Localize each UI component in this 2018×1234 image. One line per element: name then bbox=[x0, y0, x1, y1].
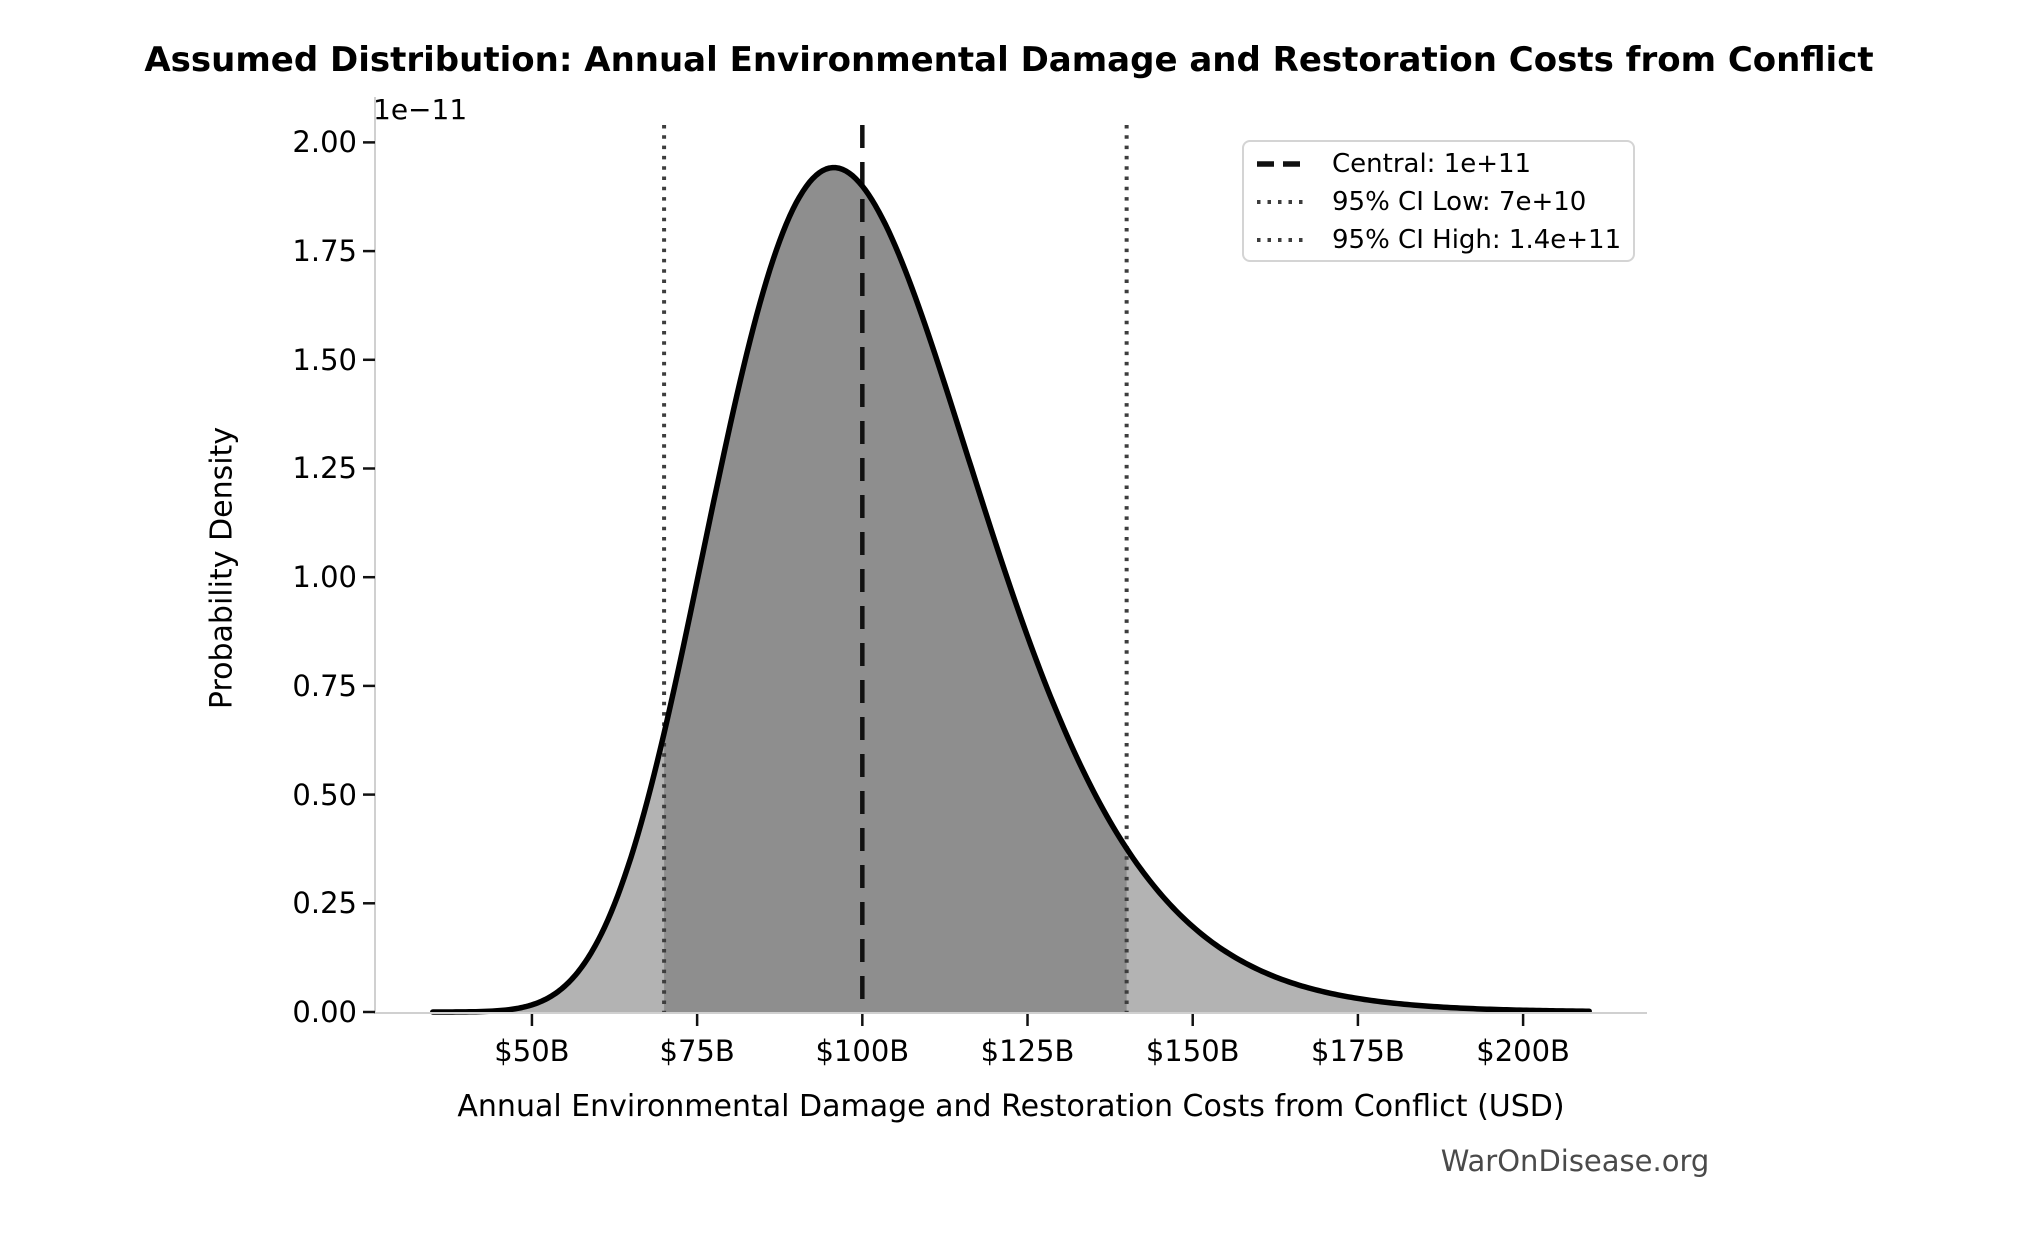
y-tick-label: 0.50 bbox=[292, 777, 357, 812]
watermark: WarOnDisease.org bbox=[1440, 1144, 1710, 1178]
x-tick-label: $200B bbox=[1476, 1034, 1570, 1068]
chart-title: Assumed Distribution: Annual Environment… bbox=[144, 40, 1874, 80]
x-tick-label: $125B bbox=[980, 1034, 1075, 1068]
legend-label: 95% CI Low: 7e+10 bbox=[1332, 187, 1587, 217]
x-tick-label: $150B bbox=[1145, 1034, 1240, 1068]
y-tick-label: 1.75 bbox=[292, 234, 357, 269]
y-tick-label: 2.00 bbox=[292, 125, 357, 160]
legend-row: Central: 1e+11 bbox=[1256, 145, 1623, 183]
density-curve bbox=[430, 164, 1592, 1015]
dashed-line-sample-icon bbox=[1257, 161, 1307, 167]
y-tick-label: 0.00 bbox=[292, 995, 357, 1029]
x-tick-label: $75B bbox=[659, 1034, 735, 1068]
y-tick-label: 1.00 bbox=[292, 560, 357, 595]
dotted-line-sample-icon bbox=[1257, 200, 1307, 204]
y-tick-label: 1.25 bbox=[292, 451, 357, 486]
x-axis-label: Annual Environmental Damage and Restorat… bbox=[457, 1089, 1565, 1124]
x-tick-label: $175B bbox=[1311, 1034, 1405, 1068]
legend-label: 95% CI High: 1.4e+11 bbox=[1332, 225, 1622, 255]
legend: Central: 1e+11 95% CI Low: 7e+10 95% CI Hi… bbox=[1242, 140, 1635, 262]
y-axis-offset-label: 1e−11 bbox=[373, 93, 468, 126]
legend-row: 95% CI High: 1.4e+11 bbox=[1256, 221, 1623, 259]
y-tick-label: 0.75 bbox=[292, 668, 357, 703]
ci-region-fill bbox=[664, 167, 1127, 1013]
y-tick-label: 0.25 bbox=[292, 886, 357, 921]
dotted-line-sample-icon bbox=[1257, 238, 1307, 242]
y-tick-label: 1.50 bbox=[292, 342, 357, 377]
x-tick-label: $100B bbox=[815, 1034, 910, 1068]
legend-label: Central: 1e+11 bbox=[1332, 149, 1532, 179]
legend-row: 95% CI Low: 7e+10 bbox=[1256, 183, 1623, 221]
x-tick-label: $50B bbox=[494, 1034, 570, 1068]
